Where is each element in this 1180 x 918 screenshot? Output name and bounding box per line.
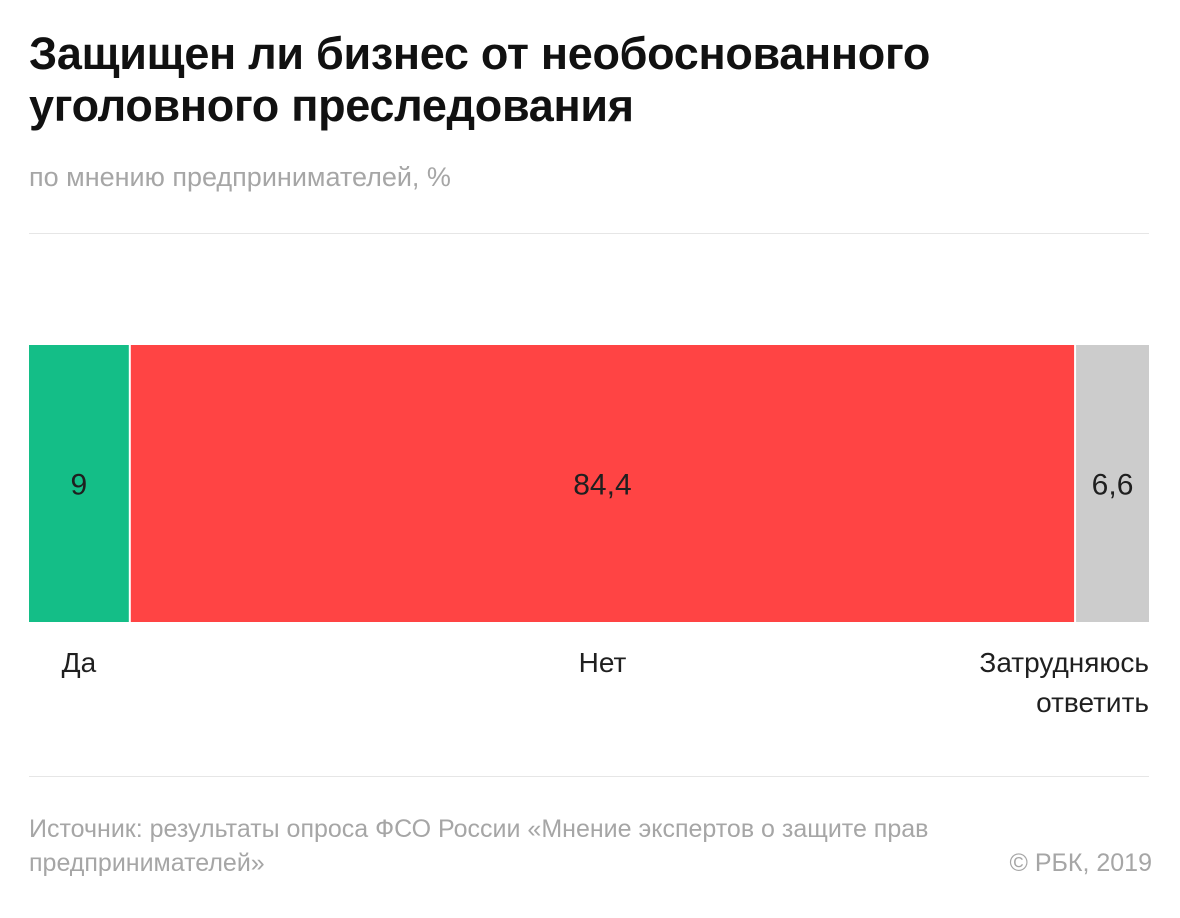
source-note: Источник: результаты опроса ФСО России «… — [29, 815, 929, 877]
bar-segment — [29, 345, 129, 622]
category-label: Нет — [579, 647, 627, 678]
bottom-divider — [29, 776, 1149, 777]
bar-value-label: 6,6 — [1092, 469, 1134, 502]
bar-segment — [130, 345, 1075, 622]
bar-value-label: 84,4 — [573, 469, 631, 502]
chart-subtitle: по мнению предпринимателей, % — [29, 162, 451, 192]
top-divider — [29, 233, 1149, 234]
copyright: © РБК, 2019 — [1009, 849, 1152, 877]
bar-value-label: 9 — [71, 469, 88, 502]
category-label: Да — [62, 647, 97, 678]
bar-segment — [1076, 345, 1149, 622]
category-label: Затрудняюсь ответить — [979, 647, 1149, 718]
chart-title: Защищен ли бизнес от необоснованного уго… — [29, 28, 931, 131]
